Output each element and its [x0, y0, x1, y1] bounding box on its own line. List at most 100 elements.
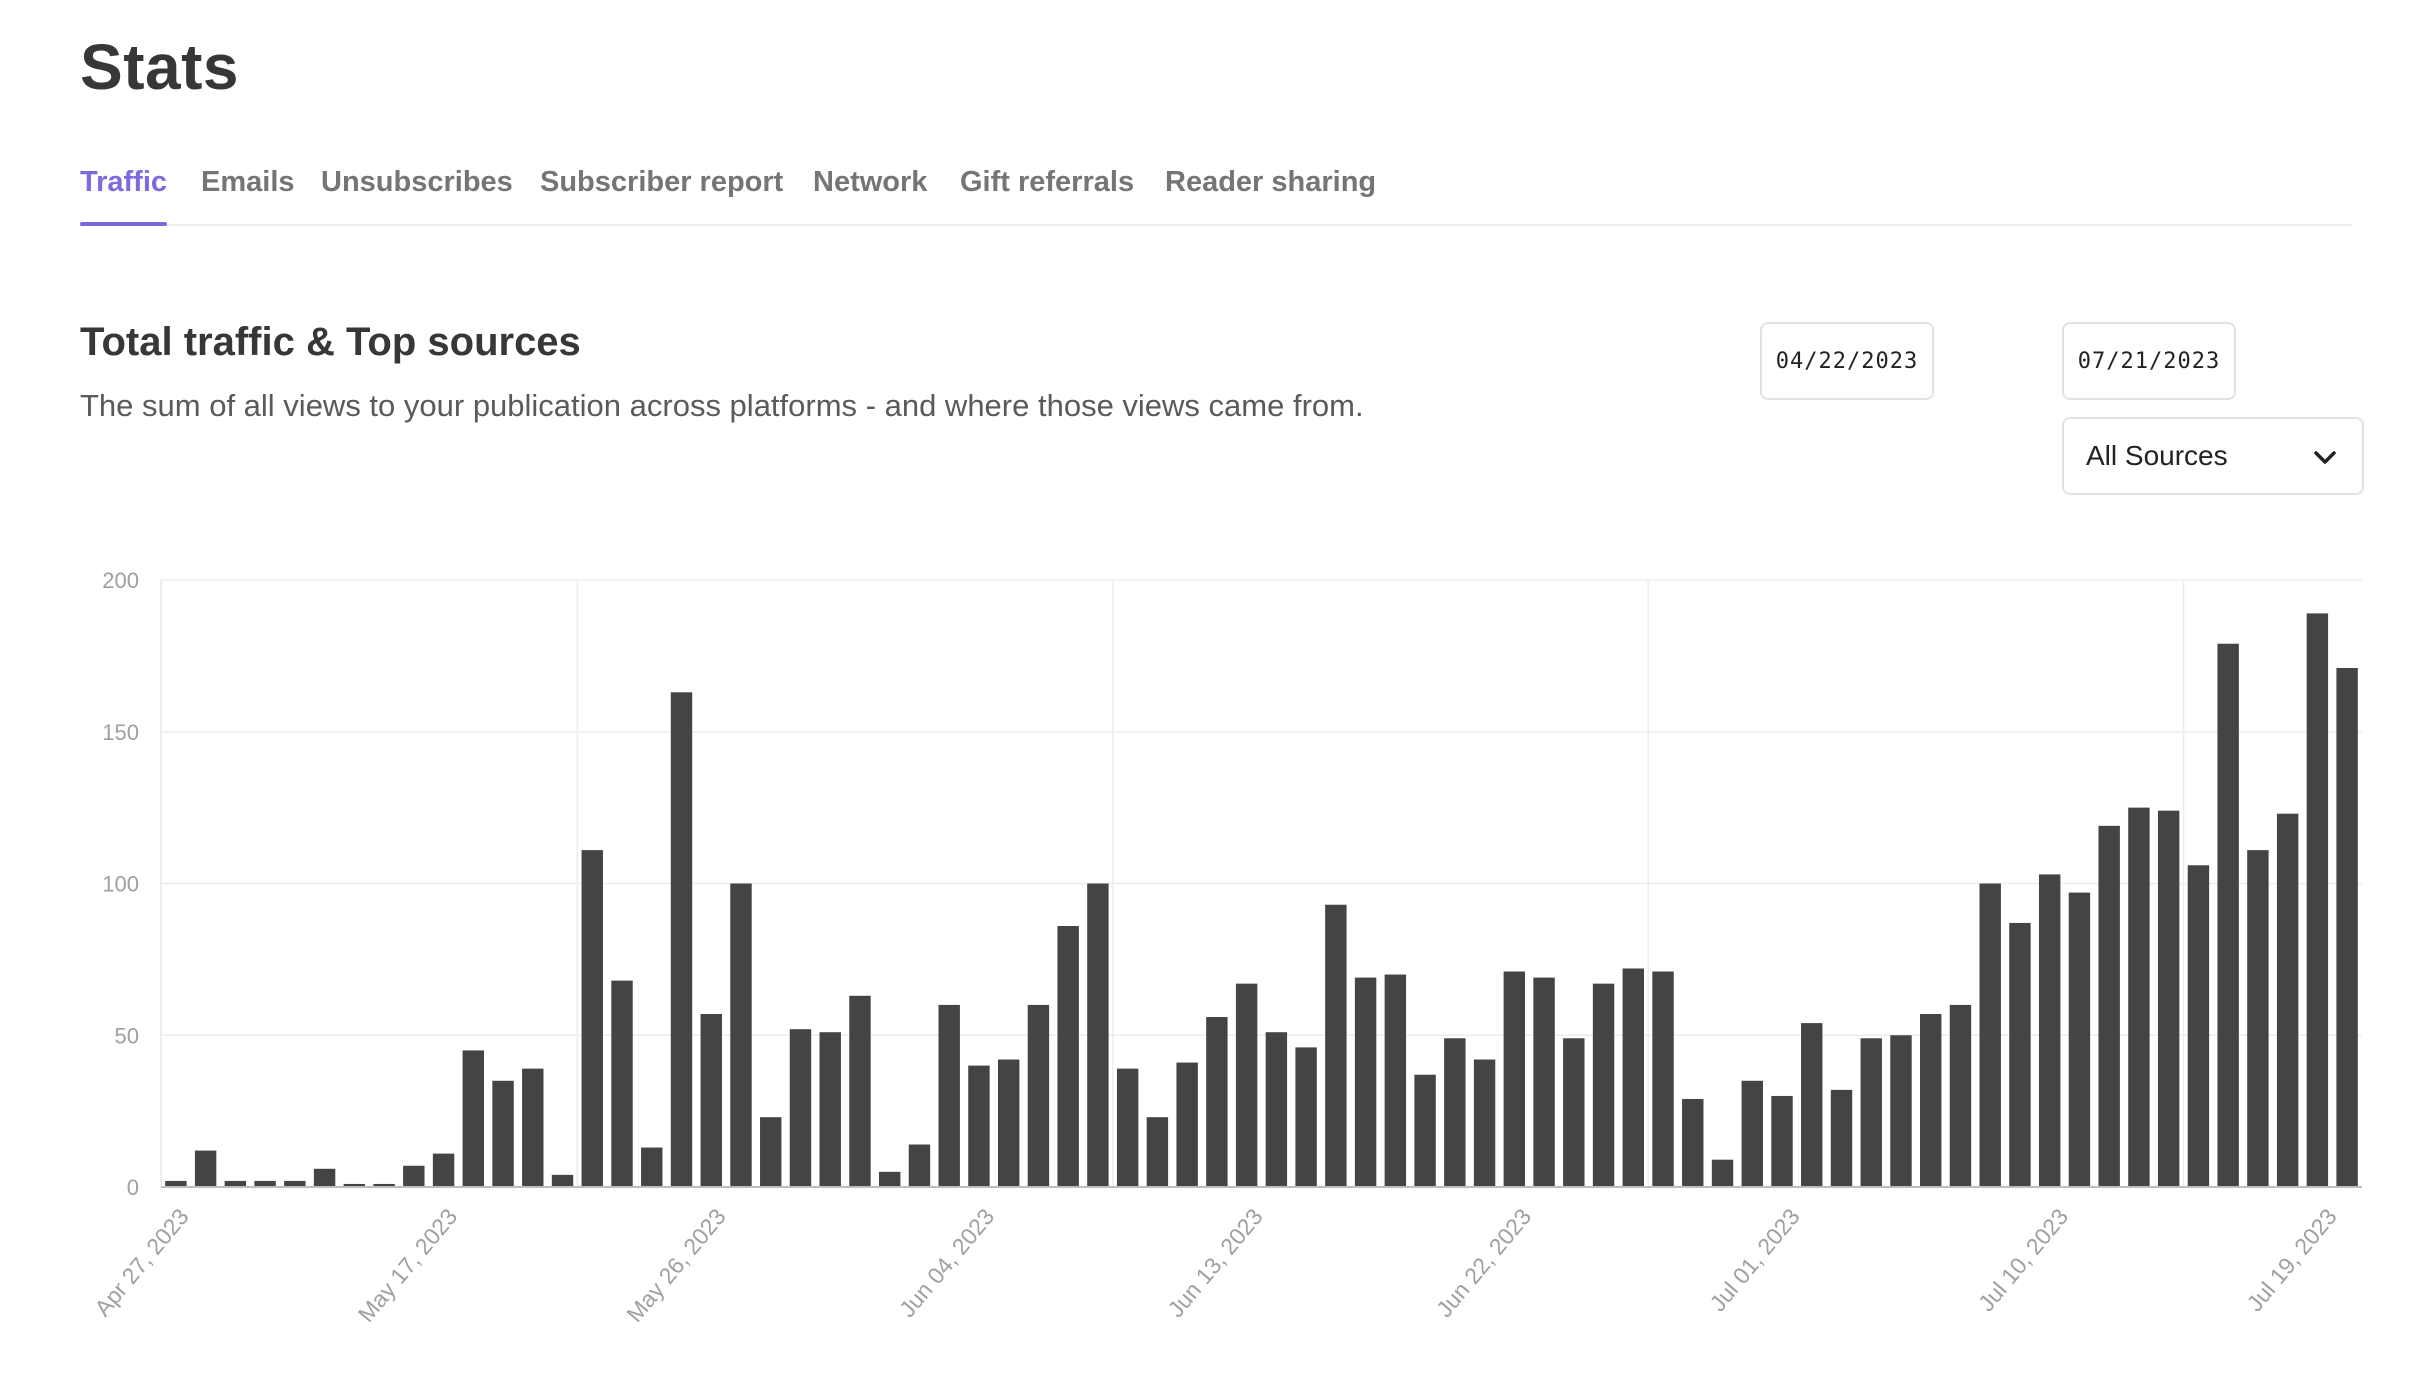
bar — [1890, 1035, 1912, 1187]
bar — [1741, 1080, 1763, 1187]
bar — [938, 1004, 960, 1187]
bar — [879, 1171, 901, 1187]
bar — [1711, 1159, 1734, 1187]
bar — [1087, 883, 1109, 1187]
bar — [492, 1080, 514, 1187]
bar — [2187, 865, 2210, 1187]
bar — [2247, 850, 2269, 1187]
tab-network[interactable]: Network — [813, 166, 928, 198]
bar — [2128, 807, 2150, 1187]
bar — [849, 995, 871, 1187]
bar — [1801, 1023, 1823, 1187]
tab-reader-sharing[interactable]: Reader sharing — [1165, 166, 1377, 198]
bar — [284, 1180, 306, 1187]
bar — [1920, 1014, 1942, 1187]
bar — [581, 850, 603, 1187]
bar — [2009, 922, 2031, 1187]
bar — [1860, 1038, 1882, 1187]
bar — [1116, 1068, 1139, 1187]
source-select[interactable]: All Sources — [2062, 417, 2364, 495]
bar — [1414, 1074, 1436, 1187]
bar — [1622, 968, 1644, 1187]
bar — [403, 1165, 425, 1187]
bar — [1949, 1004, 1972, 1187]
bar — [1563, 1038, 1585, 1187]
bar — [551, 1174, 574, 1187]
stats-tabs: Traffic Emails Unsubscribes Subscriber r… — [80, 160, 2352, 226]
bar — [1146, 1117, 1169, 1187]
bar — [313, 1168, 336, 1187]
page-title: Stats — [80, 31, 239, 103]
bar — [2276, 813, 2299, 1187]
bar — [522, 1068, 544, 1187]
bar — [1295, 1047, 1317, 1187]
bar — [1473, 1059, 1496, 1187]
bar — [224, 1180, 247, 1187]
tab-gift-referrals[interactable]: Gift referrals — [960, 166, 1135, 198]
bar — [819, 1032, 841, 1187]
bar — [1503, 971, 1526, 1187]
bar — [2098, 825, 2120, 1187]
bar — [611, 980, 633, 1187]
x-tick-label: May 17, 2023 — [353, 1204, 463, 1327]
bar — [670, 692, 693, 1187]
bar — [2306, 613, 2329, 1187]
tab-unsubscribes[interactable]: Unsubscribes — [321, 166, 513, 198]
x-tick-label: Jul 19, 2023 — [2241, 1204, 2341, 1317]
y-tick-label: 100 — [102, 872, 139, 897]
x-tick-label: Jun 04, 2023 — [894, 1204, 999, 1323]
bar — [432, 1153, 455, 1187]
bar — [641, 1147, 663, 1187]
bar — [165, 1180, 187, 1187]
bar — [1027, 1004, 1050, 1187]
x-tick-label: Apr 27, 2023 — [89, 1204, 194, 1322]
bar — [462, 1050, 485, 1187]
x-tick-label: Jul 01, 2023 — [1704, 1204, 1804, 1317]
section-description: The sum of all views to your publication… — [80, 388, 1364, 423]
bar — [997, 1059, 1020, 1187]
chevron-down-icon — [2314, 451, 2336, 464]
y-tick-label: 200 — [102, 568, 139, 593]
bar — [1176, 1062, 1198, 1187]
source-select-value: All Sources — [2086, 440, 2228, 471]
bar — [1325, 904, 1347, 1187]
x-tick-label: Jun 13, 2023 — [1162, 1204, 1267, 1323]
bar — [2157, 810, 2180, 1187]
y-tick-label: 50 — [115, 1023, 139, 1048]
bar — [2336, 668, 2358, 1187]
bar — [1682, 1098, 1704, 1187]
tab-subscriber-report[interactable]: Subscriber report — [540, 166, 784, 198]
bar — [1830, 1089, 1853, 1187]
bar — [2068, 892, 2091, 1187]
bar — [1979, 883, 2001, 1187]
bar — [1444, 1038, 1466, 1187]
bar — [373, 1183, 395, 1187]
tab-traffic[interactable]: Traffic — [80, 160, 168, 226]
bar — [1533, 977, 1555, 1187]
start-date-input[interactable]: 04/22/2023 — [1760, 322, 1934, 400]
section-title: Total traffic & Top sources — [80, 320, 581, 364]
traffic-bar-chart: 0 50 100 150 200 Apr 27, 2023 May 17, 2023 May … — [89, 568, 2362, 1327]
bar — [2217, 643, 2239, 1187]
tab-emails[interactable]: Emails — [201, 166, 295, 198]
bar — [1384, 974, 1407, 1187]
x-tick-label: May 26, 2023 — [621, 1204, 731, 1327]
bar — [343, 1183, 366, 1187]
x-tick-label: Jul 10, 2023 — [1973, 1204, 2073, 1317]
bar — [1652, 971, 1674, 1187]
bar — [700, 1014, 722, 1187]
y-tick-label: 150 — [102, 720, 139, 745]
bar — [1057, 925, 1079, 1187]
bar — [760, 1117, 782, 1187]
bar — [1265, 1032, 1288, 1187]
x-tick-label: Jun 22, 2023 — [1431, 1204, 1536, 1323]
bar — [908, 1144, 931, 1187]
end-date-input[interactable]: 07/21/2023 — [2062, 322, 2236, 400]
bar — [1354, 977, 1377, 1187]
bar — [1206, 1017, 1228, 1187]
bar — [2038, 874, 2061, 1187]
bar — [194, 1150, 217, 1187]
bar — [1771, 1095, 1793, 1187]
y-tick-label: 0 — [127, 1175, 139, 1200]
bar — [1592, 983, 1615, 1187]
